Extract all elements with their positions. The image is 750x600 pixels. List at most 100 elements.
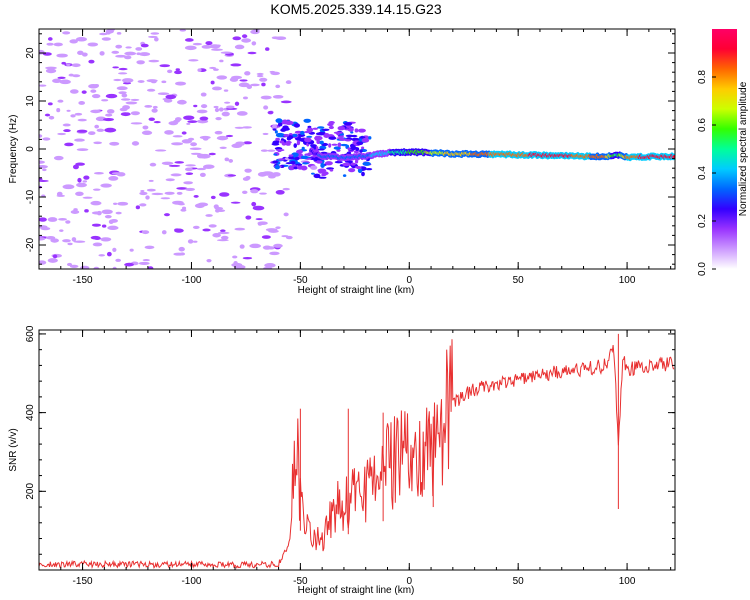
heatmap-cell <box>296 142 300 146</box>
heatmap-cell <box>235 141 245 146</box>
heatmap-cell <box>193 195 199 198</box>
heatmap-cell <box>280 128 287 132</box>
heatmap-cell <box>103 117 115 122</box>
x-tick-label: 100 <box>619 576 636 587</box>
heatmap-cell <box>230 201 241 204</box>
heatmap-cell <box>313 173 321 179</box>
heatmap-cell <box>39 160 46 164</box>
heatmap-cell <box>285 80 292 85</box>
heatmap-cell <box>184 167 194 172</box>
heatmap-cell <box>216 44 221 47</box>
heatmap-cell <box>315 135 319 139</box>
heatmap-cell <box>130 122 143 125</box>
x-tick-label: -100 <box>181 275 201 286</box>
x-tick-label: 50 <box>513 576 525 587</box>
heatmap-cell <box>57 132 66 136</box>
heatmap-cell <box>42 168 47 172</box>
heatmap-cell <box>256 74 264 78</box>
heatmap-cell <box>101 224 107 228</box>
heatmap-cell <box>368 136 372 140</box>
heatmap-cell <box>234 44 245 50</box>
heatmap-cell <box>233 264 246 269</box>
heatmap-cell <box>353 150 359 154</box>
heatmap-cell <box>324 161 333 166</box>
heatmap-cell <box>224 101 231 104</box>
colorbar-ticks: 0.0 0.2 0.4 0.6 0.8 <box>697 70 716 276</box>
heatmap-cell <box>342 162 351 167</box>
heatmap-cell <box>148 179 154 182</box>
snr-frame <box>38 329 676 571</box>
heatmap-cell <box>183 115 195 120</box>
heatmap-cell <box>75 191 84 197</box>
heatmap-cell <box>77 50 84 56</box>
heatmap-cell <box>193 104 198 108</box>
heatmap-cell <box>200 92 207 97</box>
heatmap-cell <box>73 240 86 243</box>
heatmap-cell <box>203 165 214 169</box>
heatmap-cell <box>96 128 105 132</box>
heatmap-cell <box>88 83 99 89</box>
chart-title: KOM5.2025.339.14.15.G23 <box>270 1 441 17</box>
heatmap-cell <box>62 123 71 127</box>
heatmap-cell <box>205 41 213 46</box>
heatmap-cell <box>354 159 359 164</box>
heatmap-cell <box>317 148 325 151</box>
heatmap-cell <box>199 116 209 121</box>
heatmap-cell <box>84 209 89 213</box>
heatmap-cell <box>107 225 119 231</box>
heatmap-cell <box>144 104 153 108</box>
heatmap-cell <box>116 86 128 91</box>
heatmap-cell <box>354 165 362 169</box>
heatmap-cell <box>257 221 268 225</box>
heatmap-cell <box>116 172 126 177</box>
heatmap-cell <box>306 135 313 138</box>
snr-panel: -150 -100 -50 0 50 100 200 400 600 Height of str… <box>8 325 676 596</box>
heatmap-cell <box>105 30 111 35</box>
heatmap-cell <box>146 79 158 83</box>
heatmap-cell <box>348 127 354 132</box>
heatmap-cell <box>208 224 217 228</box>
heatmap-cell <box>100 237 112 242</box>
heatmap-cell <box>244 168 252 173</box>
colorbar: 0.0 0.2 0.4 0.6 0.8 Normalized spectral ampl… <box>697 29 749 276</box>
heatmap-cell <box>314 137 319 141</box>
heatmap-cell <box>175 68 180 71</box>
heatmap-cell <box>181 131 187 135</box>
heatmap-cell <box>359 136 366 139</box>
heatmap-cell <box>161 230 167 235</box>
heatmap-cell <box>71 74 81 78</box>
heatmap-cell <box>153 121 161 124</box>
heatmap-cell <box>81 90 87 94</box>
heatmap-cell <box>56 108 61 113</box>
heatmap-cell <box>261 235 271 239</box>
heatmap-cell <box>164 191 175 195</box>
heatmap-cell <box>171 142 184 146</box>
heatmap-cell <box>39 179 49 182</box>
heatmap-cell <box>174 70 182 75</box>
heatmap-cell <box>93 266 100 269</box>
heatmap-cell <box>271 36 280 40</box>
snr-marks <box>39 333 675 570</box>
heatmap-cell <box>157 92 170 96</box>
heatmap-cell <box>234 101 240 106</box>
colorbar-tick-label: 0.2 <box>697 214 708 228</box>
heatmap-cell <box>361 171 365 177</box>
heatmap-cell <box>146 188 156 192</box>
heatmap-cell <box>71 63 81 68</box>
heatmap-cell <box>316 160 323 164</box>
heatmap-cell <box>70 210 80 214</box>
heatmap-cell <box>65 220 71 224</box>
heatmap-cell <box>221 111 230 117</box>
heatmap-cell <box>39 134 43 138</box>
heatmap-cell <box>172 135 183 138</box>
heatmap-cell <box>175 81 187 86</box>
heatmap-cell <box>170 173 182 177</box>
heatmap-cell <box>214 130 223 135</box>
heatmap-cell <box>199 172 206 177</box>
heatmap-cell <box>187 120 198 123</box>
heatmap-cell <box>310 165 318 170</box>
heatmap-marks <box>39 29 675 269</box>
heatmap-cell <box>245 175 251 180</box>
heatmap-cell <box>213 68 219 71</box>
